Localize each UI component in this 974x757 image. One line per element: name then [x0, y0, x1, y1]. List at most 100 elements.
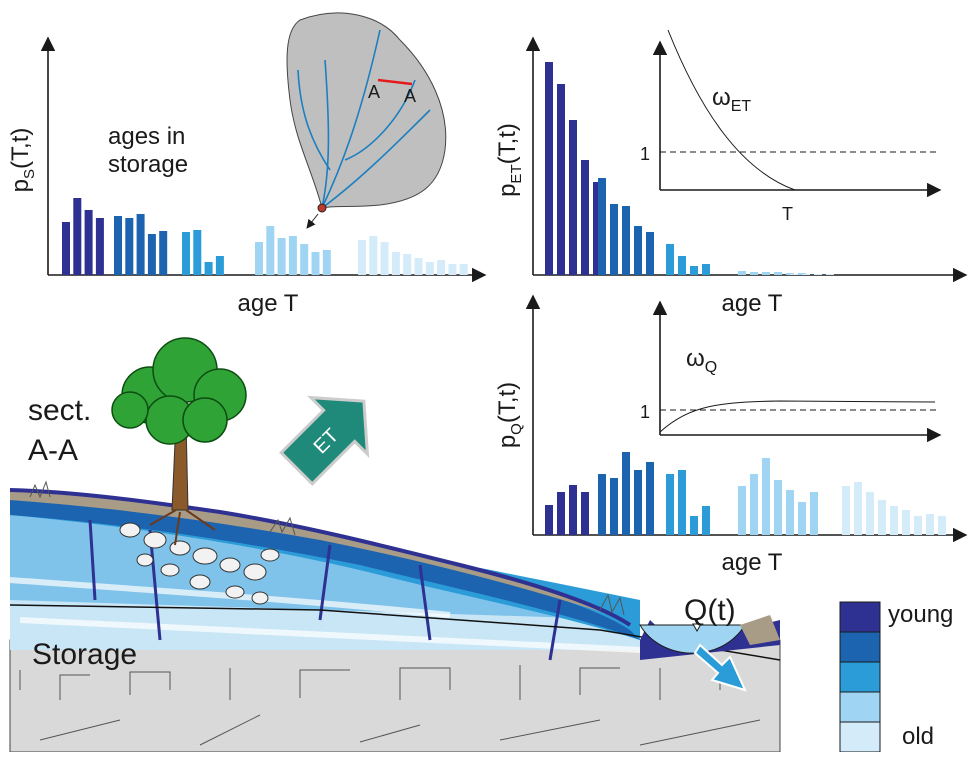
- bar: [311, 252, 320, 275]
- bar: [690, 516, 698, 535]
- bar: [598, 178, 606, 275]
- bar: [702, 506, 710, 535]
- bar: [448, 264, 457, 275]
- bar: [62, 222, 70, 275]
- inset-label: ωQ: [686, 345, 717, 376]
- bar: [634, 226, 642, 275]
- bar: [414, 258, 423, 275]
- legend-label: young: [888, 601, 953, 628]
- bar: [557, 84, 565, 275]
- bar: [762, 458, 770, 535]
- catchment-map: A A: [286, 12, 447, 229]
- bar: [814, 274, 822, 275]
- bar: [750, 474, 758, 535]
- bar: [866, 492, 874, 535]
- bar: [902, 510, 910, 535]
- bar: [288, 236, 297, 275]
- bar: [581, 492, 589, 535]
- tree: [111, 337, 247, 546]
- bar: [678, 470, 686, 535]
- inset-curve: [659, 400, 936, 433]
- bar: [322, 250, 331, 275]
- bar: [646, 232, 654, 275]
- bar: [790, 274, 798, 275]
- bar: [634, 470, 642, 535]
- x-axis-label: age T: [238, 290, 299, 317]
- bar: [84, 210, 93, 275]
- bar: [215, 256, 224, 275]
- bar: [774, 480, 782, 535]
- bar: [114, 216, 122, 275]
- landscape: [9, 480, 781, 753]
- bar: [890, 506, 898, 535]
- bar: [125, 218, 134, 275]
- bar: [581, 160, 589, 275]
- bar: [702, 264, 710, 275]
- inset-curve: [667, 29, 796, 191]
- bar: [277, 238, 286, 275]
- bar: [182, 232, 190, 275]
- bar: [914, 516, 922, 535]
- bar: [73, 198, 82, 275]
- bar: [878, 500, 886, 535]
- bar: [193, 230, 202, 275]
- x-axis-label: age T: [722, 290, 783, 317]
- section-label: A-A: [28, 434, 78, 467]
- map-label: A: [404, 86, 416, 106]
- bar: [774, 272, 782, 275]
- bar: [569, 485, 577, 535]
- inset-x-label: T: [782, 204, 793, 224]
- storage-label: Storage: [32, 638, 137, 671]
- bar: [437, 260, 446, 275]
- map-label: A: [368, 82, 380, 102]
- bar: [690, 266, 698, 275]
- bar: [459, 264, 468, 275]
- legend-swatch: [839, 601, 881, 633]
- bar: [266, 226, 275, 275]
- bar: [569, 120, 577, 275]
- bar: [802, 274, 810, 275]
- bar: [545, 505, 553, 535]
- bar: [358, 240, 366, 275]
- bar: [622, 452, 630, 535]
- section-label: sect.: [28, 394, 91, 427]
- bar: [598, 474, 606, 535]
- bar: [666, 474, 674, 535]
- annotation: storage: [108, 151, 188, 178]
- q-arrow: [693, 643, 747, 692]
- bar: [545, 62, 553, 275]
- annotation: ages in: [108, 123, 185, 150]
- bar: [854, 482, 862, 535]
- legend-swatch: [839, 661, 881, 693]
- bar: [593, 182, 601, 275]
- bar: [380, 242, 389, 275]
- bar: [738, 486, 746, 535]
- bar: [798, 502, 806, 535]
- y-axis-label: pET(T,t): [494, 123, 525, 197]
- bar: [810, 492, 818, 535]
- bar: [786, 490, 794, 535]
- bar: [610, 204, 618, 275]
- inset-ref-label: 1: [640, 402, 650, 422]
- bar: [678, 256, 686, 275]
- bar: [610, 478, 618, 535]
- legend-swatch: [839, 691, 881, 723]
- legend-swatch: [839, 631, 881, 663]
- inset-ref-label: 1: [640, 144, 650, 164]
- bar: [147, 234, 156, 275]
- bar: [369, 236, 378, 275]
- bar: [204, 262, 213, 275]
- bar: [926, 514, 934, 535]
- bar: [557, 492, 565, 535]
- bar: [300, 244, 309, 275]
- bar: [403, 254, 412, 275]
- bar: [750, 272, 758, 275]
- y-axis-label: pS(T,t): [7, 128, 38, 193]
- et-arrow: ET: [279, 395, 370, 486]
- bar: [136, 214, 145, 275]
- bar: [425, 262, 434, 275]
- bar: [738, 271, 746, 275]
- bar: [159, 231, 168, 275]
- bar: [842, 486, 850, 535]
